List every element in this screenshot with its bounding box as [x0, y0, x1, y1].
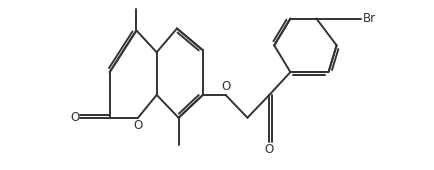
Text: Br: Br [362, 12, 375, 25]
Text: O: O [133, 119, 142, 132]
Text: O: O [70, 111, 79, 124]
Text: O: O [264, 143, 273, 156]
Text: O: O [220, 80, 230, 93]
